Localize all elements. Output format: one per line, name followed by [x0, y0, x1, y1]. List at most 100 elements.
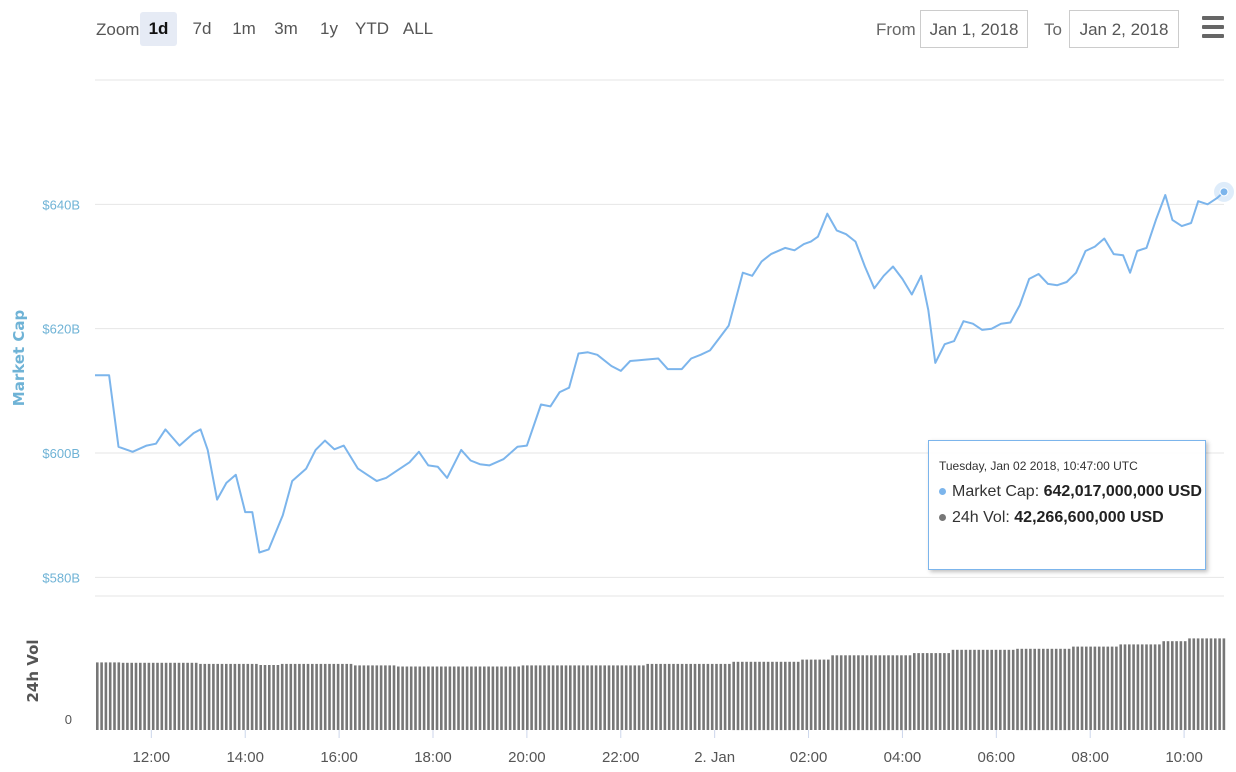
volume-bar: [495, 666, 499, 730]
volume-bar: [693, 663, 697, 730]
volume-bar: [1222, 638, 1226, 730]
tooltip-market-cap-value: 642,017,000,000 USD: [1043, 483, 1202, 500]
volume-bar: [328, 663, 331, 730]
volume-bar: [491, 666, 495, 730]
volume-bar: [1179, 641, 1183, 730]
zoom-3m-button[interactable]: 3m: [274, 19, 298, 38]
volume-bar: [895, 655, 899, 731]
volume-bar: [96, 662, 99, 730]
volume-bar: [358, 665, 361, 730]
volume-bar: [642, 665, 645, 730]
volume-bar: [715, 663, 718, 730]
volume-bar: [779, 661, 783, 731]
volume-bar: [452, 666, 456, 730]
volume-bar: [934, 653, 938, 730]
volume-bar: [917, 653, 920, 730]
x-tick-label: 18:00: [414, 749, 452, 766]
volume-bar: [1007, 649, 1011, 730]
volume-bar: [573, 665, 576, 730]
volume-bar: [1166, 641, 1170, 730]
volume-bar: [220, 663, 224, 730]
volume-bar: [560, 665, 563, 730]
volume-bar: [255, 663, 258, 730]
volume-bar: [392, 665, 396, 730]
volume-bar: [1158, 644, 1161, 730]
volume-bar: [814, 659, 817, 730]
zoom-all-button[interactable]: ALL: [402, 19, 434, 38]
volume-bar: [280, 663, 284, 730]
volume-bar: [276, 665, 280, 730]
volume-bar: [1093, 646, 1097, 730]
volume-bar: [1209, 638, 1213, 730]
zoom-ytd-button[interactable]: YTD: [355, 19, 389, 38]
volume-bar: [440, 666, 443, 730]
volume-bar: [289, 663, 293, 730]
y-tick-label: $620B: [42, 322, 80, 337]
x-tick-label: 14:00: [226, 749, 264, 766]
volume-bar: [1136, 644, 1140, 730]
market-cap-line: [95, 191, 1225, 554]
volume-bar: [1128, 644, 1131, 730]
volume-bar: [865, 655, 869, 731]
volume-bar: [1140, 644, 1144, 730]
volume-bar: [805, 659, 809, 730]
volume-bar: [741, 661, 744, 731]
volume-bar: [616, 665, 619, 730]
volume-bar: [857, 655, 860, 731]
volume-bar: [844, 655, 847, 731]
volume-bar: [538, 665, 542, 730]
volume-bar: [1149, 644, 1153, 730]
volume-bar: [590, 665, 594, 730]
volume-bar: [379, 665, 383, 730]
volume-bar: [1192, 638, 1196, 730]
volume-bar: [633, 665, 637, 730]
volume-bar: [659, 663, 662, 730]
zoom-label: Zoom: [96, 20, 140, 39]
volume-bar: [822, 659, 826, 730]
volume-bar: [861, 655, 864, 731]
tooltip-volume-row: 24h Vol: 42,266,600,000 USD: [939, 509, 1195, 527]
zoom-1m-button[interactable]: 1m: [232, 19, 256, 38]
zoom-1y-button[interactable]: 1y: [320, 19, 338, 38]
volume-bar: [1042, 648, 1045, 731]
hamburger-menu-icon[interactable]: [1202, 16, 1224, 46]
volume-bar: [964, 649, 968, 730]
zoom-1d-button[interactable]: 1d: [140, 12, 177, 46]
volume-bar: [461, 666, 465, 730]
volume-bar: [891, 655, 895, 731]
volume-bar: [207, 663, 211, 730]
volume-bar: [250, 663, 254, 730]
volume-bar: [1033, 648, 1036, 731]
volume-bar: [384, 665, 387, 730]
x-tick-label: 10:00: [1165, 749, 1203, 766]
volume-bar: [1024, 648, 1028, 731]
from-date-input[interactable]: Jan 1, 2018: [920, 10, 1028, 48]
volume-bar: [362, 665, 366, 730]
volume-bar: [1050, 648, 1054, 731]
volume-bar: [999, 649, 1002, 730]
volume-bar: [706, 663, 710, 730]
from-label: From: [876, 20, 916, 39]
volume-axis-title: 24h Vol: [24, 639, 42, 702]
volume-bar: [298, 663, 301, 730]
x-tick-label: 20:00: [508, 749, 546, 766]
zoom-7d-button[interactable]: 7d: [192, 19, 212, 38]
volume-bar: [758, 661, 761, 731]
x-tick-label: 02:00: [790, 749, 828, 766]
volume-bar: [1080, 646, 1084, 730]
volume-bar: [762, 661, 766, 731]
volume-bar: [796, 661, 800, 731]
volume-bar: [784, 661, 787, 731]
volume-bar: [990, 649, 993, 730]
volume-bar: [194, 662, 198, 730]
volume-bar: [913, 653, 916, 730]
volume-bar: [930, 653, 933, 730]
volume-bar: [229, 663, 232, 730]
volume-bar: [1020, 648, 1024, 731]
volume-bar: [397, 666, 400, 730]
volume-bar: [315, 663, 318, 730]
volume-bar: [887, 655, 890, 731]
volume-bar: [564, 665, 568, 730]
volume-bar: [1089, 646, 1092, 730]
to-date-input[interactable]: Jan 2, 2018: [1069, 10, 1179, 48]
